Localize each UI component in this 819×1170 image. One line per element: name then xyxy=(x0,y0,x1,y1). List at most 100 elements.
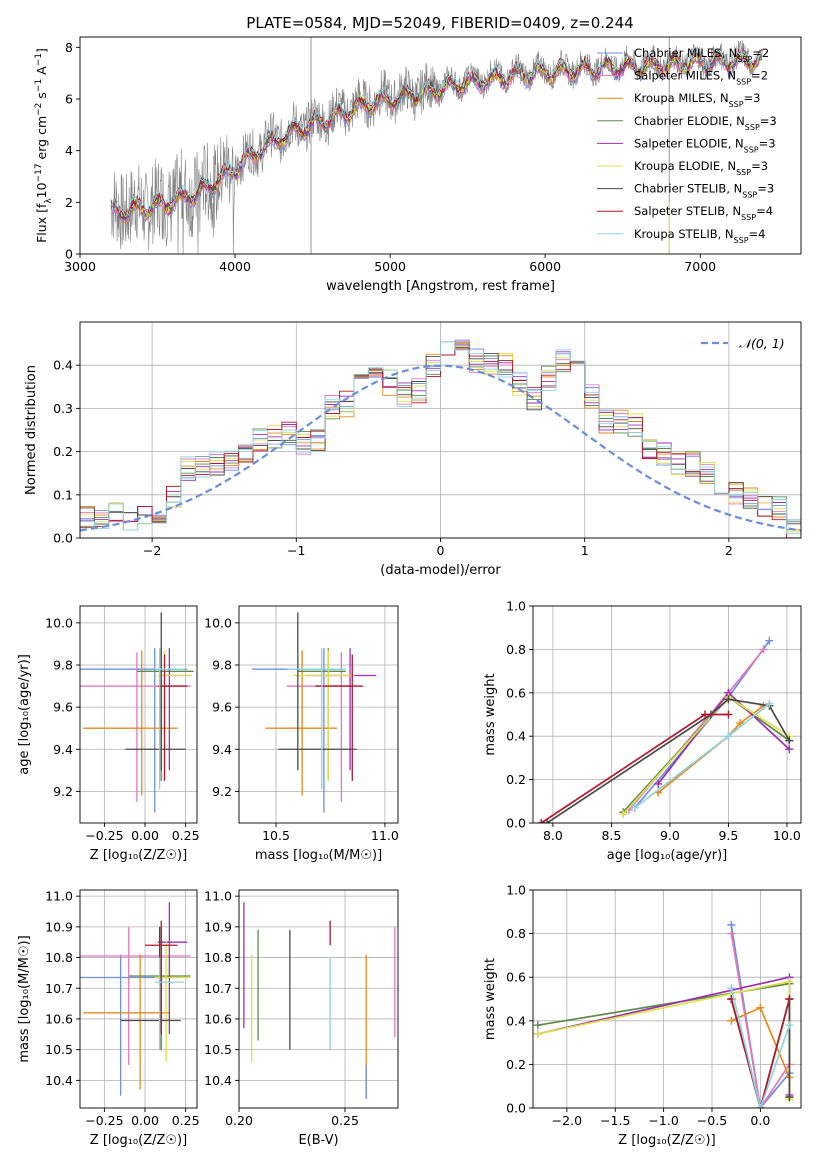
y-tick-label: 1.0 xyxy=(506,883,526,898)
weight-point-marker xyxy=(543,819,552,823)
axes-frame xyxy=(532,889,802,1109)
weight-point-marker xyxy=(619,810,628,819)
y-tick-label: 10.9 xyxy=(45,919,73,934)
x-tick-label: 0.00 xyxy=(131,828,159,843)
x-axis-label: E(B-V) xyxy=(298,1133,338,1148)
y-tick-label: 0.2 xyxy=(506,1057,526,1072)
y-tick-label: 2 xyxy=(65,195,73,210)
weight_vs_z-axes xyxy=(533,889,801,1109)
y-tick-label: 11.0 xyxy=(204,889,232,904)
weight-point-marker xyxy=(630,803,639,812)
y-tick-label: 10.6 xyxy=(45,1011,73,1026)
x-tick-label: 0.20 xyxy=(225,1113,253,1128)
x-axis-label: Z [log₁₀(Z/Z☉)] xyxy=(90,1133,187,1148)
legend-entry-label: 𝒩(0, 1) xyxy=(739,336,785,351)
weight-point-marker xyxy=(756,1003,765,1012)
y-tick-label: 10.5 xyxy=(204,1042,232,1057)
x-tick-label: 0.25 xyxy=(172,828,200,843)
y-tick-label: 10.4 xyxy=(45,1073,73,1088)
y-tick-label: 9.4 xyxy=(212,742,232,757)
x-tick-label: 10.0 xyxy=(773,828,801,843)
x-tick-label: −1.0 xyxy=(648,1113,678,1128)
weight-point-marker xyxy=(785,995,794,1003)
y-tick-label: 10.6 xyxy=(204,1011,232,1026)
x-tick-label: −1 xyxy=(287,543,305,558)
legend-entry-label: Chabrier STELIB, NSSP=3 xyxy=(634,182,774,200)
x-tick-label: 6000 xyxy=(529,259,561,274)
x-axis-label: age [log₁₀(age/yr)] xyxy=(607,848,728,863)
y-tick-label: 0.4 xyxy=(506,1013,526,1028)
weight-point-marker xyxy=(724,695,733,704)
y-tick-label: 10.7 xyxy=(204,981,232,996)
age_vs_z-frame: −0.25 0.00 0.25 9.2 9.4 9.6 9.8 10.0 Z [log₁₀(Z/… xyxy=(17,605,200,863)
y-axis-label: age [log₁₀(age/yr)] xyxy=(17,654,32,775)
weight-point-marker xyxy=(759,645,768,654)
weight-series-line xyxy=(730,998,791,1108)
y-tick-label: 9.6 xyxy=(212,700,232,715)
age_vs_z-axes xyxy=(80,606,197,823)
axes-frame xyxy=(238,605,399,824)
x-axis-label: mass [log₁₀(M/M☉)] xyxy=(255,848,382,863)
y-tick-label: 0.0 xyxy=(506,1101,526,1116)
y-axis-label: mass [log₁₀(M/M☉)] xyxy=(17,935,32,1062)
x-tick-label: 0.25 xyxy=(331,1113,359,1128)
legend-entry-label: Salpeter STELIB, NSSP=4 xyxy=(634,204,773,222)
weight-point-marker xyxy=(765,636,774,645)
weight_vs_age-frame: 8.0 8.5 9.0 9.5 10.0 0.0 0.2 0.4 0.6 0.8 1.0 age [l… xyxy=(483,599,802,863)
y-tick-label: 11.0 xyxy=(45,889,73,904)
x-axis-label: (data-model)/error xyxy=(380,563,501,578)
y-tick-label: 10.4 xyxy=(204,1073,232,1088)
weight-point-marker xyxy=(654,779,663,788)
mass_vs_z-axes xyxy=(80,890,197,1108)
residuals-axes xyxy=(80,322,801,539)
y-tick-label: 9.6 xyxy=(53,700,73,715)
weight-point-marker xyxy=(756,1104,765,1108)
x-tick-label: 0.25 xyxy=(172,1113,200,1128)
weight-point-marker xyxy=(724,732,733,741)
y-tick-label: 10.0 xyxy=(204,615,232,630)
y-tick-label: 9.8 xyxy=(212,657,232,672)
weight_vs_z-frame: −2.0 −1.5 −1.0 −0.5 0.0 0.0 0.2 0.4 0.6 0.8 1.0 Z [… xyxy=(483,883,802,1148)
y-tick-label: 9.2 xyxy=(212,784,232,799)
weight_vs_z-plot xyxy=(533,920,794,1108)
y-tick-label: 0.2 xyxy=(53,444,73,459)
legend-entry-label: Salpeter MILES, NSSP=2 xyxy=(634,69,768,87)
x-tick-label: −0.5 xyxy=(697,1113,727,1128)
weight_vs_age-axes xyxy=(533,605,801,824)
x-tick-label: 8.5 xyxy=(601,828,621,843)
y-tick-label: 6 xyxy=(65,92,73,107)
y-tick-label: 10.9 xyxy=(204,919,232,934)
y-tick-label: 9.4 xyxy=(53,742,73,757)
mass_vs_z-frame: −0.25 0.00 0.25 10.4 10.5 10.6 10.7 10.8 10.9 11.… xyxy=(17,889,200,1148)
weight-point-marker xyxy=(727,929,736,938)
axes-frame xyxy=(79,889,198,1109)
ebv-axes xyxy=(238,890,398,1108)
legend-entry-label: Salpeter ELODIE, NSSP=3 xyxy=(634,136,776,154)
weight-point-marker xyxy=(765,699,774,708)
x-tick-label: 2 xyxy=(725,543,733,558)
weight-point-marker xyxy=(727,920,736,929)
axes-frame xyxy=(79,36,802,255)
residual-histogram-step xyxy=(80,341,801,535)
weight-point-marker xyxy=(533,1021,542,1030)
spectrum-legend: Chabrier MILES, NSSP=2 Salpeter MILES, NS… xyxy=(597,46,777,244)
y-tick-label: 0.4 xyxy=(53,358,73,373)
y-tick-label: 10.7 xyxy=(45,981,73,996)
residuals-legend: 𝒩(0, 1) xyxy=(701,336,785,351)
weight-point-marker xyxy=(785,1093,794,1102)
age_vs_mass-plot xyxy=(252,612,377,813)
weight-series-line xyxy=(730,924,791,1108)
normal-curve xyxy=(80,364,801,532)
x-tick-label: 4000 xyxy=(219,259,251,274)
x-tick-label: −1.5 xyxy=(600,1113,630,1128)
y-axis-label: mass weight xyxy=(483,673,498,755)
y-tick-label: 8 xyxy=(65,40,73,55)
x-tick-label: 9.5 xyxy=(718,828,738,843)
y-tick-label: 10.5 xyxy=(45,1042,73,1057)
weight-point-marker xyxy=(701,710,710,719)
x-tick-label: 10.5 xyxy=(262,828,290,843)
x-axis-label: wavelength [Angstrom, rest frame] xyxy=(326,279,555,294)
legend-entry-label: Chabrier MILES, NSSP=2 xyxy=(634,46,769,64)
weight-point-marker xyxy=(785,1021,794,1030)
weight-series-line xyxy=(546,698,791,823)
